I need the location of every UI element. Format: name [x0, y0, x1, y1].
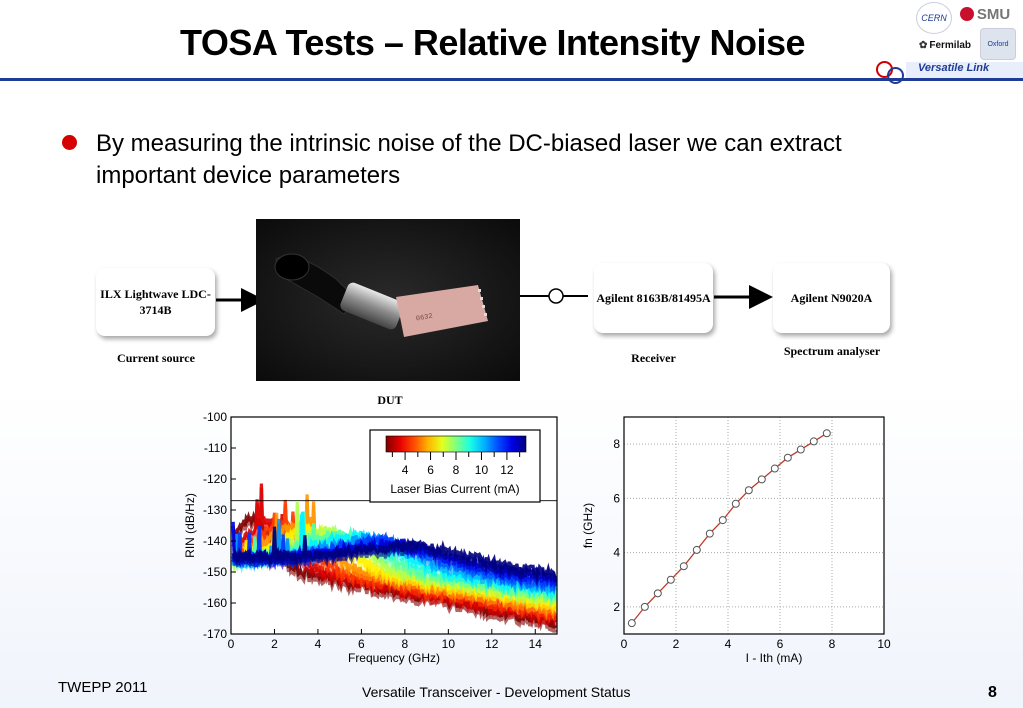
rin-xlabel: Frequency (GHz) — [348, 651, 440, 665]
fn-data-point — [783, 453, 792, 462]
rin-ytick-label: -170 — [203, 627, 227, 641]
rin-ytick-label: -160 — [203, 596, 227, 610]
header-banner-text: Versatile Link — [918, 62, 990, 74]
resonance-frequency-chart: 0 2 4 6 8 10 2 4 6 8 I - Ith (mA) fn (GHz) — [581, 416, 891, 665]
rin-traces — [231, 483, 557, 633]
rin-colorbar-tick-label: 8 — [453, 463, 460, 477]
tosa-photo-drawing: 0632 — [256, 219, 520, 381]
rin-colorbar-tick-label: 6 — [427, 463, 434, 477]
fn-data-point — [744, 486, 753, 495]
fn-data-point — [809, 437, 818, 446]
rin-xtick-label: 8 — [402, 637, 409, 651]
current-source-box: ILX Lightwave LDC-3714B — [96, 268, 215, 336]
rin-chart: 0 2 4 6 8 10 12 14 -100 -110 -120 -130 -140 -150 -160 -… — [183, 410, 558, 665]
fiber-connector-icon — [548, 288, 564, 304]
fn-data-point — [666, 575, 675, 584]
smu-logo-text: SMU — [976, 5, 1011, 23]
rin-ytick-label: -130 — [203, 503, 227, 517]
fn-ytick-label: 8 — [613, 437, 620, 451]
fn-data-point — [757, 475, 766, 484]
fn-xtick-label: 8 — [829, 637, 836, 651]
receiver-box: Agilent 8163B/81495A — [594, 263, 713, 333]
dut-caption: DUT — [377, 393, 403, 407]
smu-logo: SMU — [954, 4, 1016, 24]
page-number: 8 — [988, 684, 997, 701]
bullet-text: By measuring the intrinsic noise of the … — [96, 130, 842, 189]
fn-data-point — [796, 445, 805, 454]
fn-data-point — [679, 562, 688, 571]
current-source-caption: Current source — [117, 351, 195, 365]
fn-plot-frame — [623, 416, 885, 635]
rin-xtick-label: 4 — [315, 637, 322, 651]
fn-ytick-label: 4 — [613, 546, 620, 560]
rin-ytick-label: -140 — [203, 534, 227, 548]
fn-data-point — [653, 589, 662, 598]
receiver-caption: Receiver — [631, 351, 676, 365]
rin-ylabel: RIN (dB/Hz) — [183, 493, 197, 558]
footer-title: Versatile Transceiver - Development Stat… — [362, 684, 631, 700]
fn-xlabel: I - Ith (mA) — [746, 651, 803, 665]
bullet-icon — [62, 135, 77, 150]
rin-ytick-label: -100 — [203, 410, 227, 424]
smu-seal-icon — [959, 7, 974, 21]
fn-xtick-label: 10 — [877, 637, 891, 651]
rin-xtick-label: 10 — [442, 637, 456, 651]
header-rule — [0, 78, 1023, 81]
fn-xtick-label: 6 — [777, 637, 784, 651]
rin-xtick-label: 12 — [485, 637, 499, 651]
fn-data-point — [822, 429, 831, 438]
rin-trace-band-12 — [231, 530, 557, 586]
fn-plot-area — [624, 417, 884, 634]
fermilab-gear-icon: ✿ — [918, 39, 928, 51]
rin-xtick-label: 14 — [529, 637, 543, 651]
fn-ytick-label: 6 — [613, 491, 620, 505]
analyser-caption: Spectrum analyser — [783, 344, 881, 358]
header-banner-band — [906, 62, 1023, 78]
fn-xtick-label: 4 — [725, 637, 732, 651]
rin-colorbar-label: Laser Bias Current (mA) — [390, 482, 519, 496]
cern-logo: CERN — [916, 2, 952, 34]
fermilab-logo: ✿ Fermilab — [914, 36, 976, 54]
dut-photo: 0632 — [256, 219, 520, 381]
rin-xtick-label: 0 — [228, 637, 235, 651]
analyser-box: Agilent N9020A — [773, 263, 890, 333]
rin-colorbar-tick-label: 12 — [500, 463, 514, 477]
footer-event: TWEPP 2011 — [58, 679, 148, 696]
oxford-logo: Oxford — [980, 28, 1016, 60]
rin-ytick-label: -110 — [204, 441, 227, 455]
page-title: TOSA Tests – Relative Intensity Noise — [180, 22, 806, 63]
fn-ytick-label: 2 — [613, 600, 620, 614]
fn-data-point — [627, 619, 636, 628]
fn-data-point — [705, 529, 714, 538]
rin-xtick-label: 2 — [271, 637, 278, 651]
svg-text:0632: 0632 — [415, 313, 433, 324]
fn-data-point — [692, 545, 701, 554]
rin-ytick-label: -150 — [203, 565, 227, 579]
fn-xtick-label: 2 — [673, 637, 680, 651]
fn-data-point — [770, 464, 779, 473]
rin-colorbar-tick-label: 10 — [475, 463, 489, 477]
rin-colorbar — [385, 435, 527, 453]
rin-plot-frame — [230, 416, 558, 635]
fermilab-logo-text: Fermilab — [929, 39, 972, 51]
fn-data-point — [718, 516, 727, 525]
fn-fit-line — [631, 432, 828, 624]
fn-xtick-label: 0 — [621, 637, 628, 651]
fn-ylabel: fn (GHz) — [581, 503, 595, 548]
fn-data-point — [731, 499, 740, 508]
setup-arrows — [216, 285, 773, 312]
rin-xtick-label: 6 — [358, 637, 365, 651]
ring-blue-icon — [887, 67, 904, 84]
rin-ytick-label: -120 — [203, 472, 227, 486]
fn-data-point — [640, 602, 649, 611]
rin-colorbar-tick-label: 4 — [402, 463, 409, 477]
